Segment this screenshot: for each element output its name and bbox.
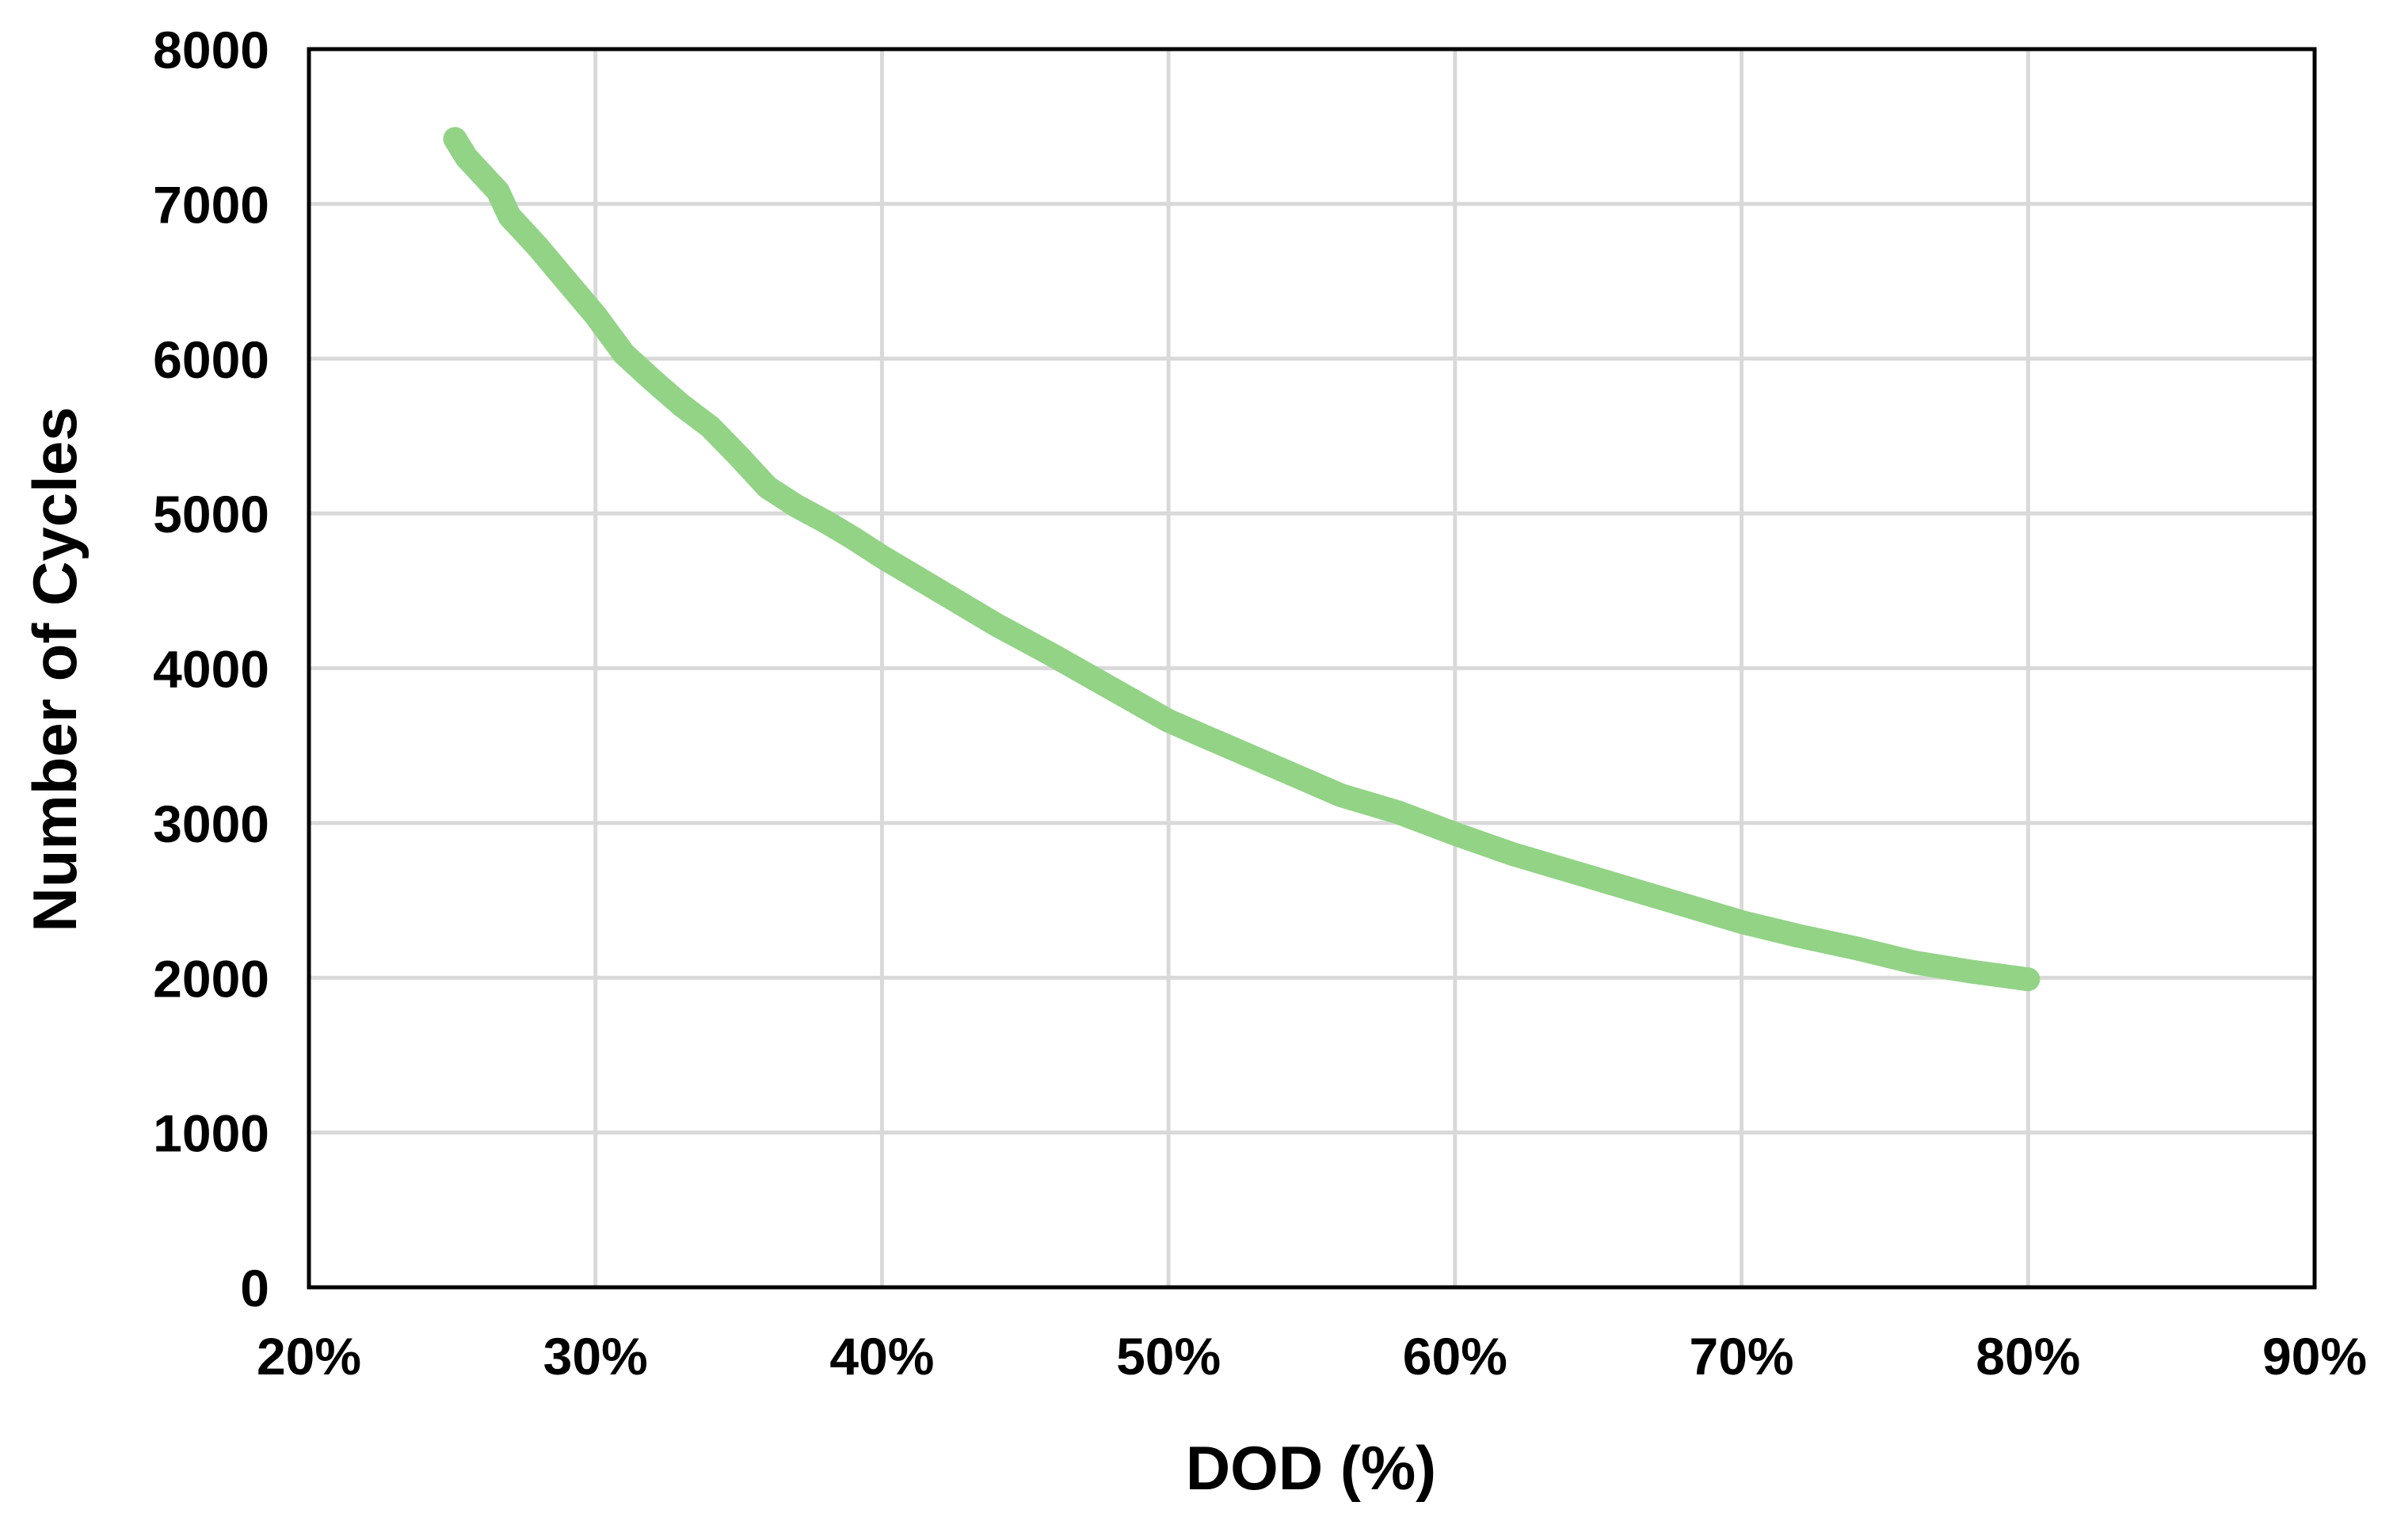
y-tick-label: 5000 (153, 485, 269, 543)
y-tick-label: 0 (240, 1259, 269, 1317)
x-tick-label: 20% (257, 1327, 361, 1386)
x-tick-label: 30% (543, 1327, 648, 1386)
series-layer (443, 127, 2041, 992)
y-tick-label: 6000 (153, 330, 269, 389)
y-tick-label: 7000 (153, 175, 269, 234)
x-tick-label: 60% (1403, 1327, 1507, 1386)
x-tick-label: 40% (829, 1327, 934, 1386)
y-axis-label: Number of Cycles (20, 406, 90, 932)
x-axis-ticks: 20% 30% 40% 50% 60% 70% 80% 90% (257, 1327, 2367, 1386)
plot-frame (307, 47, 2317, 1290)
grid (309, 49, 2315, 1287)
y-tick-label: 4000 (153, 640, 269, 699)
x-tick-label: 50% (1116, 1327, 1221, 1386)
y-tick-label: 3000 (153, 795, 269, 853)
y-tick-label: 2000 (153, 949, 269, 1008)
x-tick-label: 90% (2262, 1327, 2367, 1386)
x-tick-label: 80% (1976, 1327, 2080, 1386)
y-tick-label: 8000 (153, 21, 269, 79)
series-line (443, 127, 2041, 992)
y-tick-label: 1000 (153, 1104, 269, 1163)
x-axis-label: DOD (%) (1186, 1433, 1436, 1503)
y-axis-ticks: 0 1000 2000 3000 4000 5000 6000 7000 8000 (153, 21, 269, 1317)
x-tick-label: 70% (1690, 1327, 1794, 1386)
